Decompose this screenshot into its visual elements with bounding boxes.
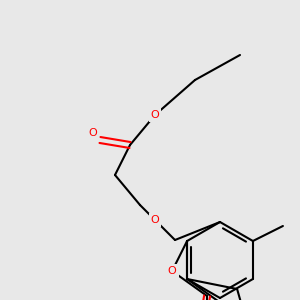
Text: O: O [151,110,159,120]
Text: O: O [151,215,159,225]
Text: O: O [168,266,176,276]
Text: O: O [88,128,98,138]
